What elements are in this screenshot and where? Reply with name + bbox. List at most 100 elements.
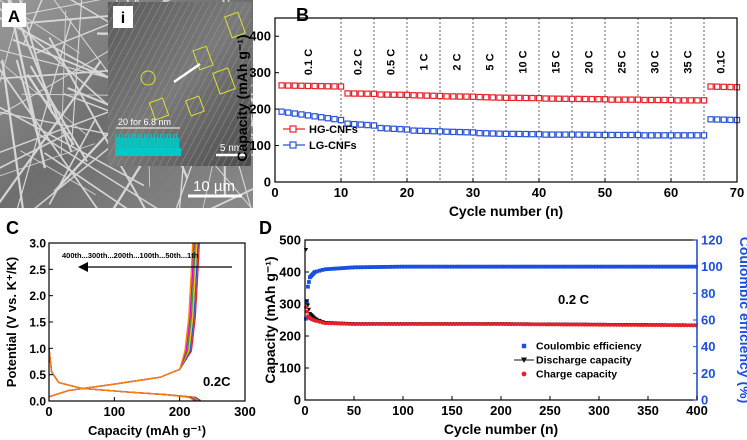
data-point-charge-capacity: [638, 323, 643, 327]
data-point-charge-capacity: [438, 322, 443, 327]
data-point-charge-capacity: [673, 323, 678, 328]
data-point-charge-capacity: [305, 309, 309, 314]
data-point-hg-cnfs: [667, 96, 675, 104]
data-point-coulombic-efficiency: [591, 264, 596, 269]
data-point-lg-cnfs: [667, 132, 675, 139]
rate-label: 30 C: [650, 50, 662, 73]
data-point-coulombic-efficiency: [614, 264, 619, 269]
tem-intensity-profile: [115, 134, 181, 156]
rate-label: 5 C: [485, 53, 497, 70]
sem-fiber: [0, 68, 98, 208]
data-point-coulombic-efficiency: [611, 264, 616, 269]
data-point-coulombic-efficiency: [538, 264, 543, 269]
panel-b-ylabel: Capacity (mAh g⁻¹): [234, 34, 250, 161]
data-point-hg-cnfs: [285, 82, 292, 89]
x-tick-label: 100: [392, 403, 414, 418]
sem-fiber: [60, 10, 67, 157]
x-tick-label: 200: [169, 404, 191, 419]
data-point-charge-capacity: [344, 322, 349, 326]
data-point-charge-capacity: [617, 323, 622, 327]
data-point-coulombic-efficiency: [338, 266, 343, 271]
data-point-coulombic-efficiency: [426, 264, 431, 269]
data-point-charge-capacity: [358, 322, 363, 327]
data-point-charge-capacity: [497, 322, 501, 327]
data-point-charge-capacity: [600, 322, 604, 327]
tem-fringe: [172, 18, 251, 166]
data-point-charge-capacity: [591, 322, 596, 327]
data-point-hg-cnfs: [417, 92, 424, 99]
data-point-coulombic-efficiency: [497, 264, 501, 269]
rate-label: 25 C: [617, 50, 629, 73]
sem-fiber: [44, 152, 128, 208]
data-point-charge-capacity: [458, 322, 463, 327]
tem-fringe: [228, 123, 251, 166]
data-point-charge-capacity: [385, 322, 390, 327]
data-point-hg-cnfs: [456, 93, 464, 100]
data-point-lg-cnfs: [548, 131, 556, 138]
data-point-charge-capacity: [579, 322, 584, 327]
data-point-coulombic-efficiency: [652, 264, 657, 269]
data-point-coulombic-efficiency: [597, 264, 601, 269]
data-point-lg-cnfs: [450, 128, 457, 136]
data-point-charge-capacity: [353, 322, 357, 327]
tem-fringe: [108, 2, 156, 92]
y-tick-label-left: 400: [279, 265, 301, 280]
data-point-charge-capacity: [608, 322, 613, 327]
data-point-charge-capacity: [488, 322, 493, 327]
data-point-coulombic-efficiency: [414, 264, 419, 269]
x-tick-label: 350: [637, 403, 659, 418]
data-point-charge-capacity: [685, 323, 690, 328]
data-point-coulombic-efficiency: [485, 264, 490, 269]
data-point-lg-cnfs: [654, 132, 662, 139]
data-point-charge-capacity: [423, 322, 428, 327]
data-point-lg-cnfs: [588, 131, 596, 139]
data-point-lg-cnfs: [443, 128, 450, 135]
data-point-hg-cnfs: [562, 95, 569, 103]
tem-scale-label: 5 nm: [220, 143, 242, 154]
tem-fringe: [108, 2, 184, 145]
data-point-charge-capacity: [679, 323, 684, 328]
x-tick-label: 100: [103, 404, 125, 419]
data-point-hg-cnfs: [496, 94, 503, 101]
data-point-coulombic-efficiency: [600, 264, 604, 269]
data-point-charge-capacity: [555, 322, 560, 327]
data-point-hg-cnfs: [410, 92, 417, 99]
data-point-charge-capacity: [535, 322, 540, 327]
data-point-hg-cnfs: [548, 95, 556, 102]
tem-fringe: [374, 0, 464, 170]
data-point-lg-cnfs: [311, 113, 318, 120]
data-point-coulombic-efficiency: [544, 264, 548, 269]
y-tick-label-left: 0: [294, 393, 301, 408]
data-point-coulombic-efficiency: [376, 265, 381, 269]
data-point-hg-cnfs: [529, 94, 536, 102]
data-point-hg-cnfs: [298, 82, 305, 89]
data-point-charge-capacity: [682, 323, 687, 328]
data-point-coulombic-efficiency: [373, 265, 378, 269]
data-point-hg-cnfs: [403, 91, 411, 99]
data-point-hg-cnfs: [324, 83, 332, 90]
data-point-coulombic-efficiency: [329, 266, 334, 271]
data-point-lg-cnfs: [687, 132, 695, 139]
data-point-coulombic-efficiency: [423, 264, 428, 269]
data-point-coulombic-efficiency: [394, 264, 399, 269]
data-point-charge-capacity: [550, 322, 554, 327]
data-point-charge-capacity: [461, 322, 466, 327]
y-tick-label: 200: [249, 102, 271, 117]
data-point-lg-cnfs: [403, 126, 411, 133]
data-point-charge-capacity: [517, 322, 522, 327]
data-point-charge-capacity: [597, 322, 601, 327]
data-point-charge-capacity: [582, 322, 587, 327]
sem-fiber: [0, 143, 95, 177]
data-point-lg-cnfs: [614, 131, 622, 139]
data-point-lg-cnfs: [318, 114, 325, 121]
data-point-charge-capacity: [464, 322, 469, 327]
data-point-hg-cnfs: [535, 94, 543, 102]
y-tick-label: 3.0: [29, 237, 46, 251]
data-point-charge-capacity: [441, 322, 446, 327]
data-point-charge-capacity: [526, 322, 531, 327]
data-point-coulombic-efficiency: [541, 264, 546, 269]
tem-fringe: [108, 2, 163, 105]
data-point-charge-capacity: [691, 323, 695, 328]
data-point-coulombic-efficiency: [444, 264, 449, 269]
legend-marker: [521, 371, 527, 377]
